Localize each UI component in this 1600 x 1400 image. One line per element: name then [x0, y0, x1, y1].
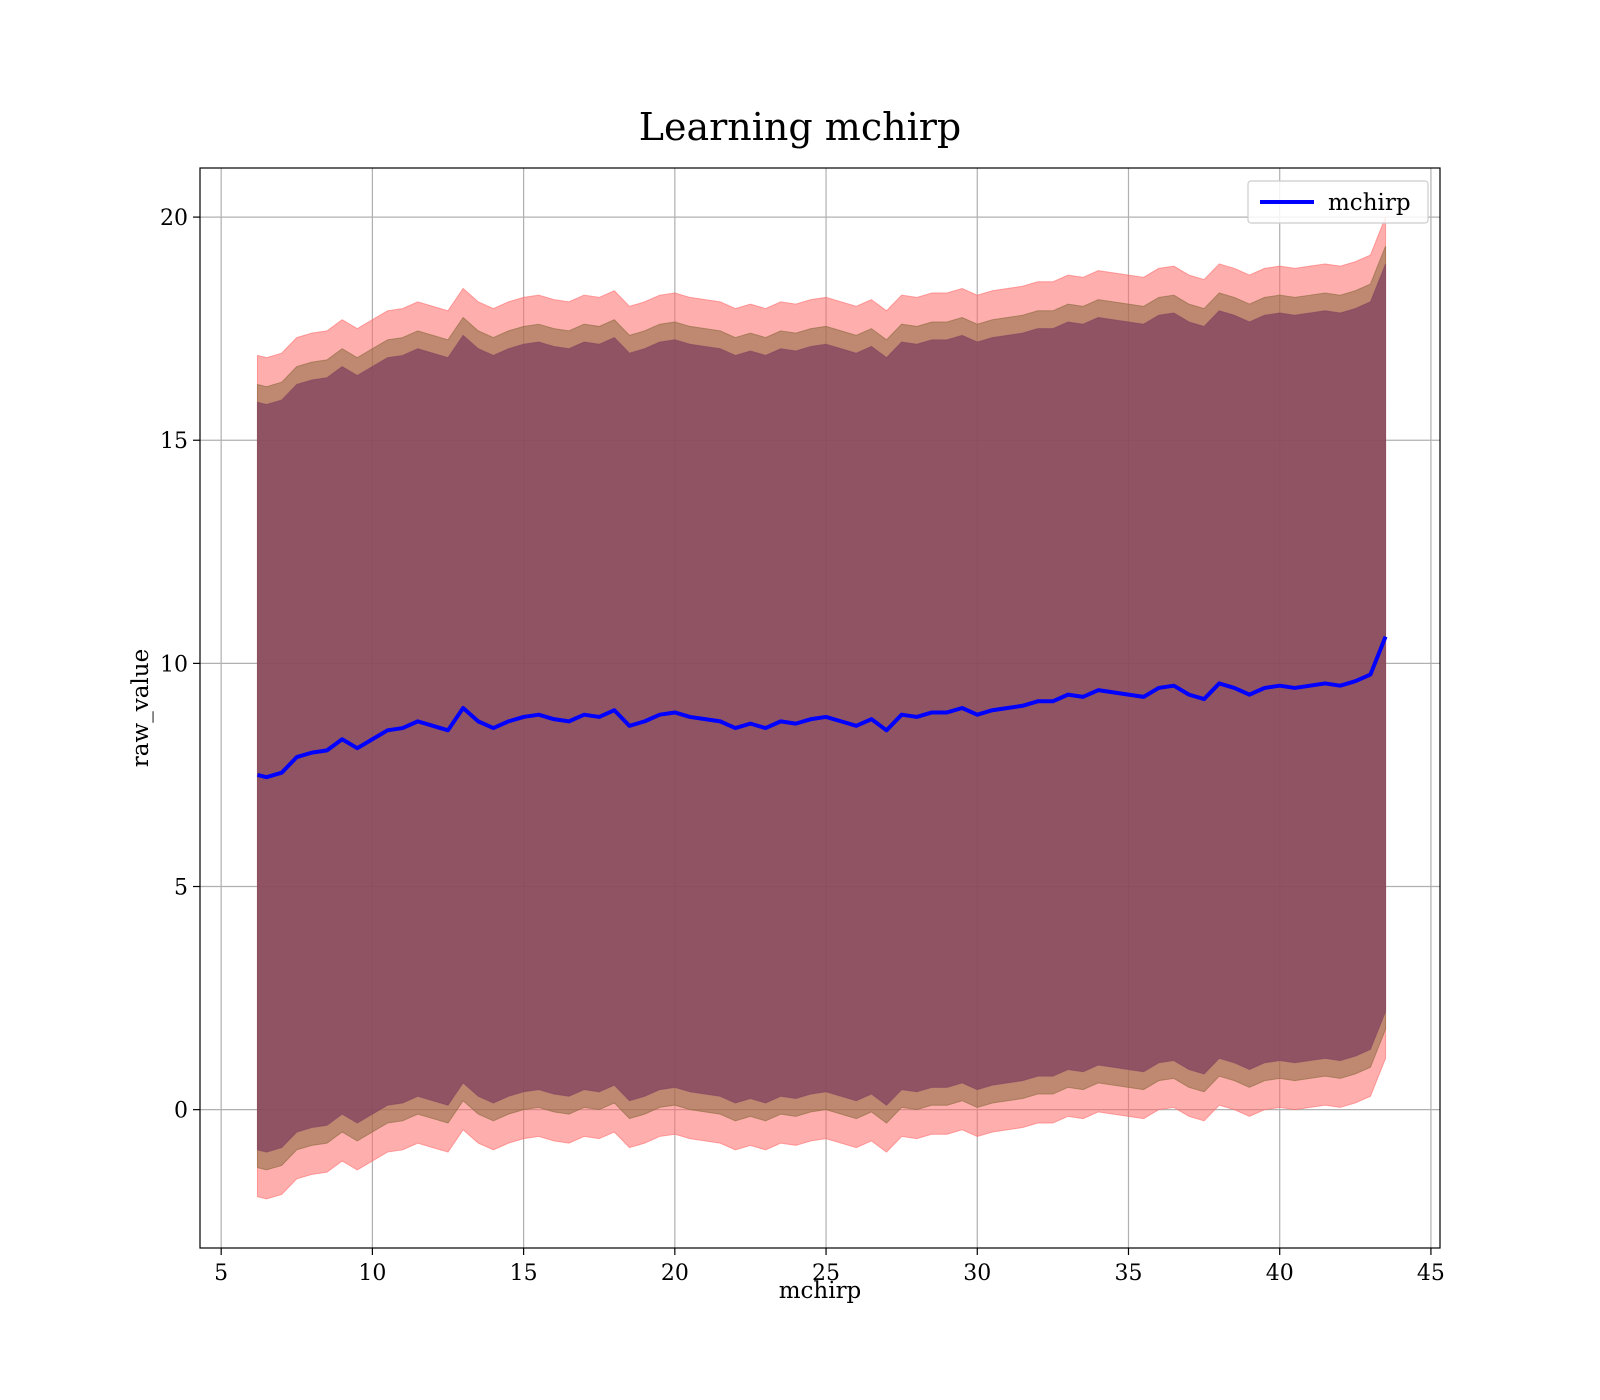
confidence-bands	[256, 216, 1387, 1200]
y-tick-label: 10	[160, 652, 188, 677]
y-tick-label: 15	[160, 429, 188, 454]
x-tick-label: 10	[358, 1261, 386, 1286]
axis-ticks: 5 10 15 20 25 30 35 40 45 0 5 10 15 20	[160, 206, 1445, 1286]
x-tick-label: 20	[661, 1261, 689, 1286]
legend: mchirp	[1247, 180, 1429, 224]
series-line-mchirp	[256, 635, 1388, 780]
x-tick-label: 35	[1114, 1261, 1142, 1286]
y-axis-label: raw_value	[128, 649, 154, 767]
y-tick-label: 20	[160, 206, 188, 231]
legend-label: mchirp	[1328, 190, 1411, 216]
x-tick-label: 25	[812, 1261, 840, 1286]
plot-frame	[199, 167, 1441, 1249]
chart-title: Learning mchirp	[639, 105, 961, 149]
x-axis-label: mchirp	[779, 1278, 862, 1304]
x-tick-label: 30	[963, 1261, 991, 1286]
series-lines	[256, 635, 1388, 780]
x-tick-label: 5	[214, 1261, 228, 1286]
x-tick-label: 40	[1266, 1261, 1294, 1286]
x-tick-label: 15	[510, 1261, 538, 1286]
band-2	[256, 263, 1387, 1153]
legend-box	[1247, 180, 1429, 224]
x-tick-label: 45	[1417, 1261, 1445, 1286]
y-tick-label: 0	[174, 1099, 188, 1124]
y-tick-label: 5	[174, 876, 188, 901]
